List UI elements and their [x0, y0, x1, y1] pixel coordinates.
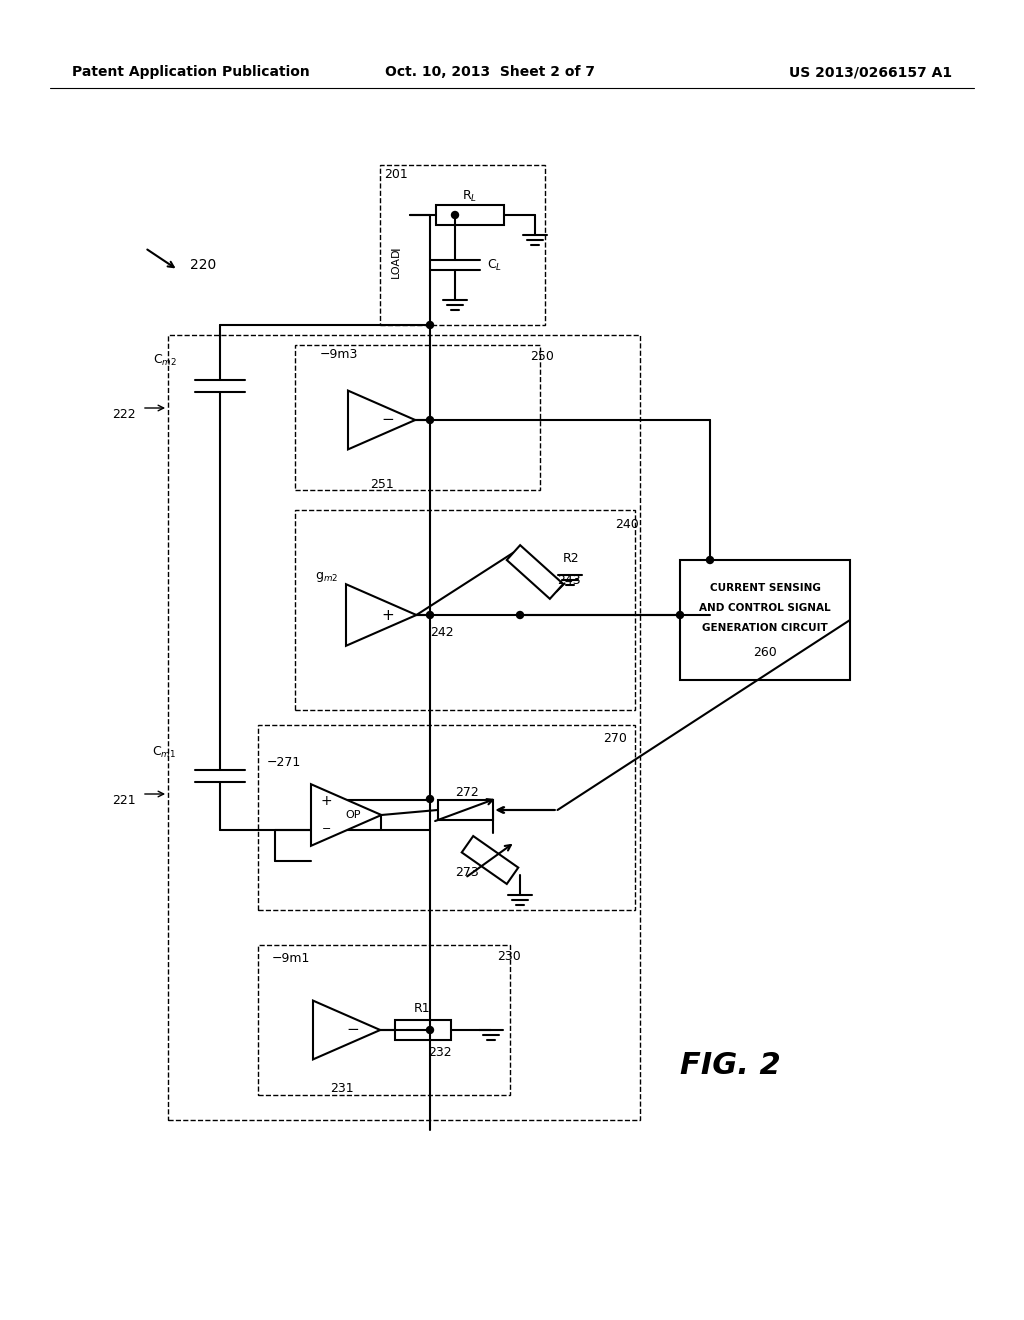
Polygon shape — [313, 1001, 380, 1060]
Bar — [395, 1020, 452, 1040]
Circle shape — [427, 611, 433, 619]
Text: 201: 201 — [384, 169, 408, 181]
Text: 240: 240 — [615, 519, 639, 532]
Text: 251: 251 — [370, 478, 394, 491]
Text: −: − — [322, 824, 331, 834]
Text: C$_L$: C$_L$ — [487, 257, 502, 272]
Text: −271: −271 — [267, 755, 301, 768]
Text: R$_L$: R$_L$ — [463, 189, 477, 203]
Text: 243: 243 — [557, 573, 581, 586]
Text: −9m1: −9m1 — [272, 952, 310, 965]
Circle shape — [516, 611, 523, 619]
Text: R1: R1 — [414, 1002, 430, 1015]
Bar — [295, 510, 635, 710]
Text: 220: 220 — [190, 257, 216, 272]
Text: US 2013/0266157 A1: US 2013/0266157 A1 — [788, 65, 952, 79]
Text: LOAD: LOAD — [391, 248, 401, 279]
Text: 242: 242 — [430, 626, 454, 639]
Text: g$_{m2}$: g$_{m2}$ — [315, 570, 338, 583]
Text: OP: OP — [345, 810, 360, 820]
Polygon shape — [346, 585, 417, 645]
Bar — [168, 335, 640, 1119]
Bar — [436, 205, 504, 224]
Circle shape — [707, 557, 714, 564]
Text: Oct. 10, 2013  Sheet 2 of 7: Oct. 10, 2013 Sheet 2 of 7 — [385, 65, 595, 79]
Bar — [462, 836, 518, 884]
Bar — [258, 945, 510, 1096]
Circle shape — [427, 796, 433, 803]
Circle shape — [427, 322, 433, 329]
Polygon shape — [348, 391, 415, 449]
Text: 270: 270 — [603, 731, 627, 744]
Text: 273: 273 — [455, 866, 479, 879]
Text: 272: 272 — [455, 787, 479, 800]
Text: AND CONTROL SIGNAL: AND CONTROL SIGNAL — [699, 603, 830, 612]
Text: 260: 260 — [753, 645, 777, 659]
Circle shape — [427, 1027, 433, 1034]
Text: Patent Application Publication: Patent Application Publication — [72, 65, 309, 79]
Text: 232: 232 — [428, 1045, 452, 1059]
Bar — [437, 800, 493, 820]
Text: FIG. 2: FIG. 2 — [680, 1051, 780, 1080]
Text: −: − — [346, 1023, 359, 1038]
Circle shape — [427, 417, 433, 424]
Text: +: + — [321, 793, 332, 808]
Text: −: − — [382, 412, 394, 428]
Text: 222: 222 — [113, 408, 136, 421]
Circle shape — [452, 211, 459, 219]
Text: 221: 221 — [113, 793, 136, 807]
Text: 250: 250 — [530, 351, 554, 363]
Text: I: I — [389, 247, 402, 249]
Text: C$_{m2}$: C$_{m2}$ — [153, 352, 177, 367]
Text: 230: 230 — [497, 950, 521, 964]
Text: R2: R2 — [563, 552, 580, 565]
Text: GENERATION CIRCUIT: GENERATION CIRCUIT — [702, 623, 827, 634]
Bar — [680, 560, 850, 680]
Polygon shape — [311, 784, 381, 846]
Text: 231: 231 — [330, 1081, 353, 1094]
Text: −9m3: −9m3 — [319, 348, 358, 362]
Bar — [258, 725, 635, 909]
Text: C$_{m1}$: C$_{m1}$ — [152, 744, 176, 759]
Text: CURRENT SENSING: CURRENT SENSING — [710, 583, 820, 593]
Bar — [507, 545, 563, 599]
Text: +: + — [381, 607, 394, 623]
Bar — [295, 345, 540, 490]
Bar — [380, 165, 545, 325]
Circle shape — [677, 611, 683, 619]
